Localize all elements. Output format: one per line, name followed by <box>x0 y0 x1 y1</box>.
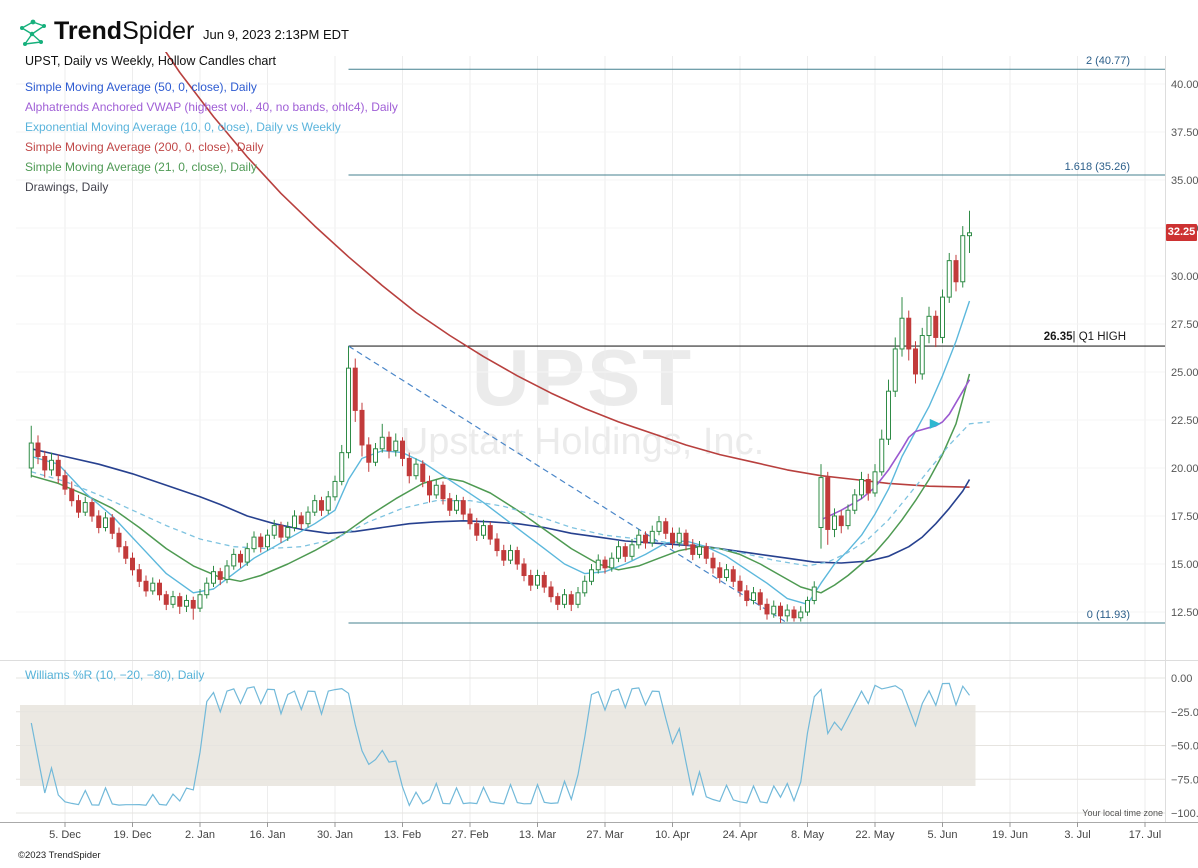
svg-text:35.00: 35.00 <box>1171 175 1198 187</box>
svg-text:37.50: 37.50 <box>1171 127 1198 139</box>
svg-text:24. Apr: 24. Apr <box>723 829 758 841</box>
williams-r-legend[interactable]: Williams %R (10, −20, −80), Daily <box>25 668 205 682</box>
svg-text:12.50: 12.50 <box>1171 607 1198 619</box>
svg-text:19. Jun: 19. Jun <box>992 829 1028 841</box>
copyright: ©2023 TrendSpider <box>18 850 101 861</box>
trendspider-logo-icon[interactable] <box>16 16 50 55</box>
trendline-drawing[interactable] <box>348 345 788 624</box>
sma-200-line <box>164 52 970 488</box>
arrow-marker-drawing[interactable] <box>929 418 941 429</box>
svg-text:40.00: 40.00 <box>1171 79 1198 91</box>
svg-text:5. Jun: 5. Jun <box>928 829 958 841</box>
svg-text:17. Jul: 17. Jul <box>1129 829 1161 841</box>
svg-text:16. Jan: 16. Jan <box>249 829 285 841</box>
svg-text:13. Mar: 13. Mar <box>519 829 557 841</box>
fib-level-label: 1.618 (35.26) <box>1065 161 1130 173</box>
svg-text:25.00: 25.00 <box>1171 367 1198 379</box>
svg-text:20.00: 20.00 <box>1171 463 1198 475</box>
williams-r-panel <box>16 677 1165 814</box>
chart-legend: UPST, Daily vs Weekly, Hollow Candles ch… <box>25 54 398 197</box>
svg-text:13. Feb: 13. Feb <box>384 829 421 841</box>
svg-text:22.50: 22.50 <box>1171 415 1198 427</box>
svg-text:−25.00: −25.00 <box>1171 707 1198 719</box>
svg-text:27.50: 27.50 <box>1171 319 1198 331</box>
svg-text:2. Jan: 2. Jan <box>185 829 215 841</box>
svg-text:27. Mar: 27. Mar <box>586 829 624 841</box>
ema-10-weekly-line <box>31 421 990 567</box>
svg-text:0.00: 0.00 <box>1171 673 1192 685</box>
chart-title[interactable]: UPST, Daily vs Weekly, Hollow Candles ch… <box>25 54 277 68</box>
legend-item-0[interactable]: Simple Moving Average (50, 0, close), Da… <box>25 80 257 94</box>
svg-text:−50.00: −50.00 <box>1171 741 1198 753</box>
last-price-badge: 32.25 <box>1166 224 1197 242</box>
svg-text:30. Jan: 30. Jan <box>317 829 353 841</box>
fib-level-label: 2 (40.77) <box>1086 55 1130 67</box>
svg-text:3. Jul: 3. Jul <box>1064 829 1090 841</box>
legend-item-1[interactable]: Alphatrends Anchored VWAP (highest vol.,… <box>25 100 398 114</box>
svg-text:10. Apr: 10. Apr <box>655 829 690 841</box>
svg-text:−75.00: −75.00 <box>1171 774 1198 786</box>
svg-text:27. Feb: 27. Feb <box>451 829 488 841</box>
legend-item-5[interactable]: Drawings, Daily <box>25 180 109 194</box>
anchored-vwap-line <box>820 379 971 521</box>
candlestick-series <box>28 210 972 623</box>
legend-item-3[interactable]: Simple Moving Average (200, 0, close), D… <box>25 140 264 154</box>
timezone-note[interactable]: Your local time zone <box>1082 808 1163 818</box>
svg-text:30.00: 30.00 <box>1171 271 1198 283</box>
svg-text:22. May: 22. May <box>855 829 895 841</box>
fib-level-label: 0 (11.93) <box>1087 609 1130 621</box>
legend-item-4[interactable]: Simple Moving Average (21, 0, close), Da… <box>25 160 257 174</box>
time-axis[interactable]: 5. Dec 19. Dec 2. Jan 16. Jan 30. Jan 13. Feb… <box>49 822 1161 841</box>
ema-10-daily-line <box>31 300 971 605</box>
price-axis[interactable]: 40.0037.5035.0032.5030.0027.5025.0022.50… <box>1171 79 1198 820</box>
legend-item-2[interactable]: Exponential Moving Average (10, 0, close… <box>25 120 341 134</box>
chart-timestamp: Jun 9, 2023 2:13PM EDT <box>203 27 349 42</box>
svg-text:−100.00: −100.00 <box>1171 808 1198 820</box>
q1-high-label: 26.35| Q1 HIGH <box>1044 331 1126 343</box>
gridlines <box>16 56 1165 822</box>
svg-text:15.00: 15.00 <box>1171 559 1198 571</box>
svg-text:19. Dec: 19. Dec <box>114 829 152 841</box>
svg-text:8. May: 8. May <box>791 829 825 841</box>
svg-text:5. Dec: 5. Dec <box>49 829 81 841</box>
brand-light: Spider <box>122 17 195 45</box>
sma-50-line <box>31 448 971 564</box>
svg-text:17.50: 17.50 <box>1171 511 1198 523</box>
main-pane <box>28 52 1165 624</box>
williams-r-line <box>30 682 970 807</box>
brand-wordmark: TrendSpider <box>54 17 194 46</box>
brand-bold: Trend <box>54 17 123 45</box>
